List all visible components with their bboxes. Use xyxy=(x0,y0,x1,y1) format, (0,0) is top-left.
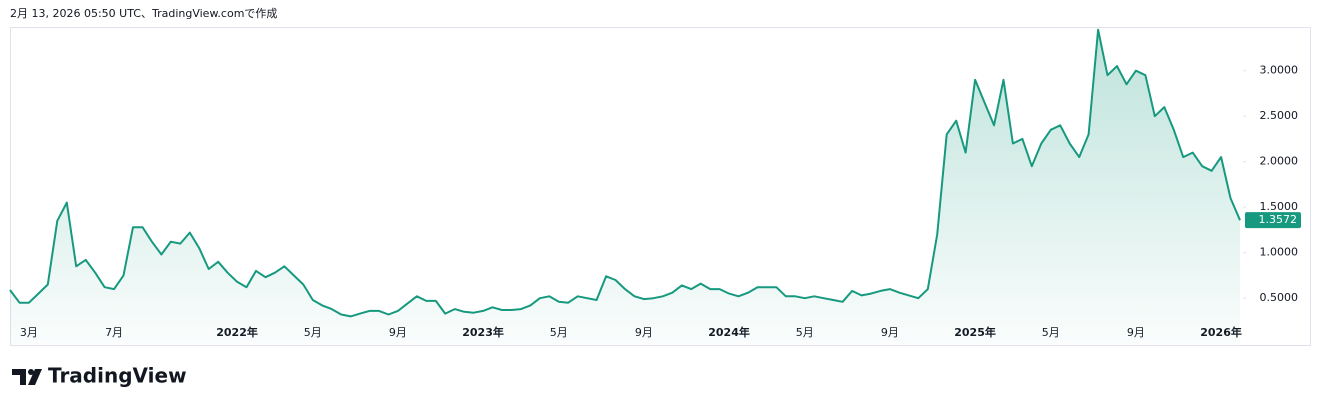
y-tick-label: 1.0000 xyxy=(1260,246,1299,259)
last-price-label: 1.3572 xyxy=(1259,213,1298,226)
logo-icon xyxy=(12,369,42,385)
y-tick-label: 2.0000 xyxy=(1260,155,1299,168)
line xyxy=(9,28,1241,318)
logo-text: TradingView xyxy=(48,364,187,388)
last-price-box xyxy=(1245,212,1301,229)
y-tick-label: 3.0000 xyxy=(1260,64,1299,77)
y-tick-label: 2.5000 xyxy=(1260,109,1299,122)
y-tick-label: 0.5000 xyxy=(1260,291,1299,304)
caption: 2月 13, 2026 05:50 UTC、TradingView.comで作成 xyxy=(10,7,277,20)
y-tick-label: 1.5000 xyxy=(1260,200,1299,213)
area xyxy=(10,29,1240,345)
chart-frame xyxy=(10,27,1311,346)
